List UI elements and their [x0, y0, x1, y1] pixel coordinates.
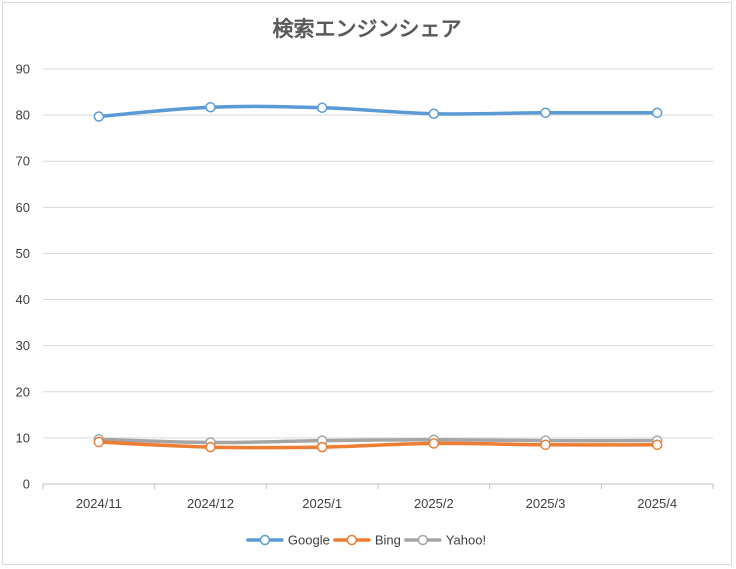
x-tick-label: 2024/12 [187, 496, 234, 511]
series-lines [93, 102, 663, 453]
y-tick-label: 40 [16, 292, 30, 307]
legend-label-bing: Bing [375, 533, 401, 548]
data-point-google [540, 107, 551, 119]
legend-item-bing: Bing [333, 533, 401, 548]
x-tick-labels: 2024/11 2024/12 2025/1 2025/2 2025/3 2025/4 [76, 496, 677, 511]
legend-marker-google [259, 534, 271, 546]
axes [42, 483, 714, 489]
legend-item-yahoo: Yahoo! [404, 533, 486, 548]
chart-title: 検索エンジンシェア [273, 17, 462, 41]
legend-label-google: Google [288, 533, 330, 548]
y-tick-label: 10 [16, 430, 30, 445]
legend-item-google: Google [246, 533, 330, 548]
y-tick-label: 70 [16, 154, 30, 169]
y-tick-label: 50 [16, 246, 30, 261]
y-tick-label: 0 [23, 477, 30, 492]
data-point-bing [205, 441, 216, 453]
legend: Google Bing Yahoo! [246, 533, 486, 548]
legend-marker-yahoo [417, 534, 429, 546]
data-point-bing [316, 441, 328, 453]
data-point-bing [540, 439, 551, 451]
data-point-google [205, 102, 216, 113]
series-line-yahoo [97, 437, 659, 445]
x-tick-label: 2025/3 [526, 496, 566, 511]
y-tick-label: 20 [16, 384, 30, 399]
x-tick-label: 2024/11 [76, 496, 122, 511]
x-tick-label: 2025/1 [302, 496, 342, 511]
y-tick-label: 80 [16, 108, 30, 123]
x-tick-label: 2025/2 [414, 496, 454, 511]
y-tick-labels: 0 10 20 30 40 50 60 70 80 90 [16, 62, 30, 492]
data-point-google [93, 111, 105, 122]
data-point-bing [651, 439, 663, 451]
data-point-google [316, 102, 328, 113]
series-google [93, 102, 663, 122]
data-point-google [428, 108, 440, 119]
series-line-google [97, 104, 659, 119]
legend-label-yahoo: Yahoo! [446, 533, 486, 548]
y-tick-label: 90 [16, 62, 30, 77]
y-tick-label: 60 [16, 200, 30, 215]
series-bing [93, 436, 663, 453]
data-point-google [651, 107, 663, 119]
x-tick-label: 2025/4 [637, 496, 677, 511]
data-point-bing [428, 438, 440, 449]
series-line-bing [97, 440, 659, 450]
gridlines [43, 68, 713, 439]
data-point-bing [93, 436, 105, 448]
y-tick-label: 30 [16, 338, 30, 353]
legend-marker-bing [346, 534, 358, 546]
